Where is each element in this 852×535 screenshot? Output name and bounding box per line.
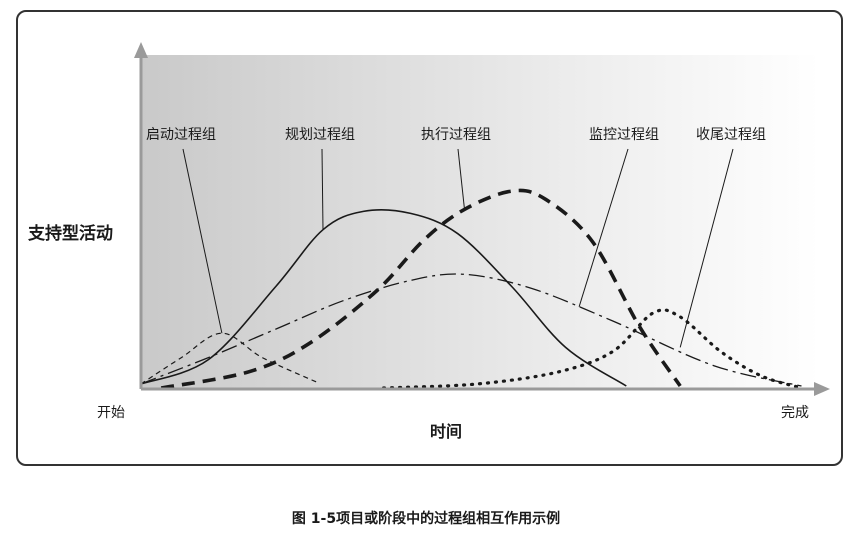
leader-line-5: [679, 148, 734, 348]
series-line-2: [140, 209, 627, 387]
series-label-3: 执行过程组: [421, 127, 491, 143]
series-line-1: [140, 332, 317, 385]
leader-line-4: [578, 148, 629, 307]
series-label-4: 监控过程组: [589, 127, 659, 143]
leader-line-1: [182, 148, 223, 334]
axes-layer: [134, 42, 830, 396]
plot-background: [140, 55, 820, 389]
label-layer: 启动过程组 规划过程组 执行过程组 监控过程组 收尾过程组: [146, 127, 766, 143]
series-label-5: 收尾过程组: [696, 127, 766, 143]
series-label-2: 规划过程组: [285, 127, 355, 143]
leader-line-3: [457, 148, 465, 210]
y-axis-label: 支持型活动: [28, 223, 113, 244]
x-axis-label: 时间: [430, 422, 462, 441]
series-line-4: [140, 273, 802, 387]
series-line-5: [382, 308, 804, 390]
series-layer: [140, 188, 804, 390]
x-start-label: 开始: [97, 405, 125, 421]
x-end-label: 完成: [781, 405, 809, 421]
leader-layer: [182, 148, 734, 348]
series-line-3: [160, 188, 682, 390]
y-axis-arrow: [134, 42, 148, 58]
x-axis-arrow: [814, 382, 830, 396]
leader-line-2: [321, 148, 324, 230]
series-label-1: 启动过程组: [146, 127, 216, 143]
figure-caption: 图 1-5项目或阶段中的过程组相互作用示例: [291, 511, 561, 527]
